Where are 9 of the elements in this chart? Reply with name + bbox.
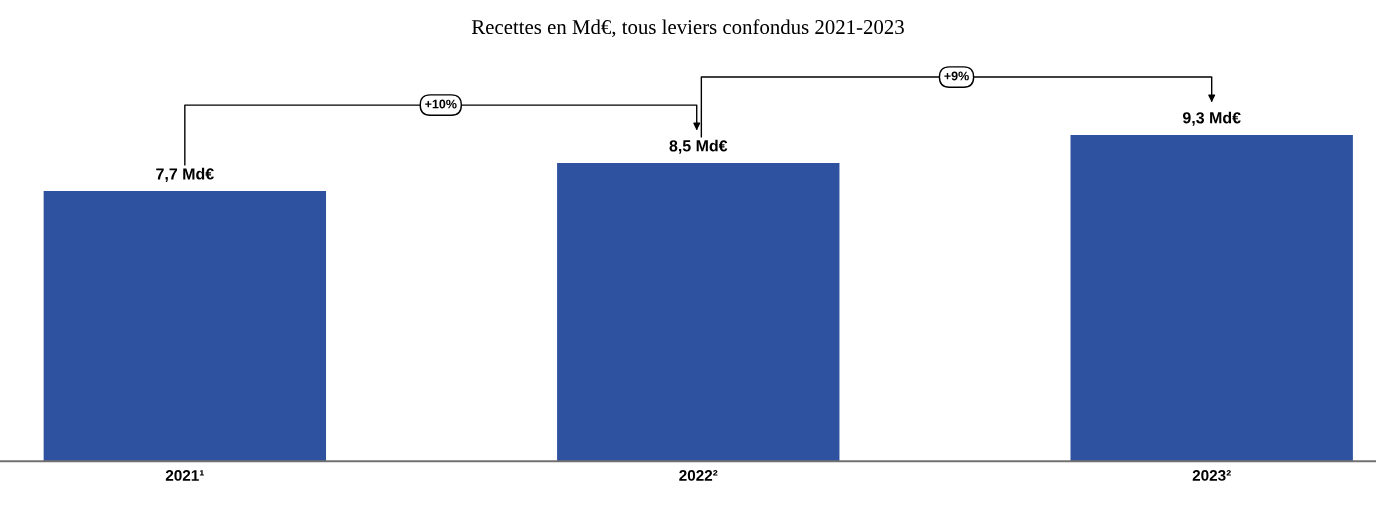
- data-label: 8,5 Md€: [669, 139, 728, 154]
- data-label: 7,7 Md€: [156, 167, 214, 182]
- text: +9%: [944, 71, 969, 81]
- text: +10%: [425, 99, 457, 109]
- data-label: 9,3 Md€: [1182, 111, 1241, 126]
- chart-title: Recettes en Md€, tous leviers confondus 2021-2023: [471, 19, 904, 38]
- x-tick-label: 2023²: [1192, 470, 1231, 481]
- x-tick-label: 2021¹: [165, 470, 204, 481]
- x-tick-label: 2022²: [679, 470, 718, 481]
